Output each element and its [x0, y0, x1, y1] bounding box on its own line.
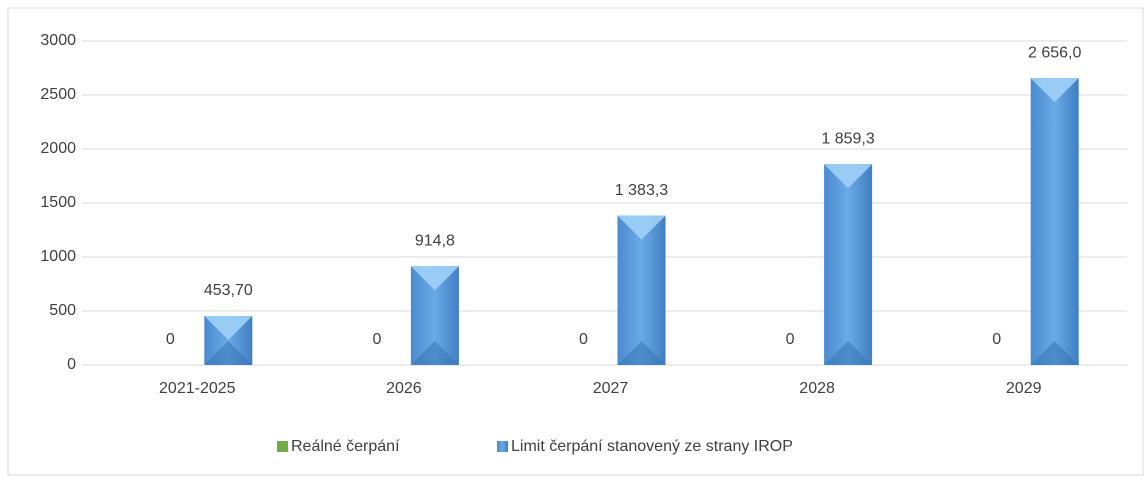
y-tick-label: 0	[67, 356, 76, 373]
data-label: 1 383,3	[615, 182, 668, 199]
bar-shade	[204, 341, 253, 365]
x-tick-label: 2026	[386, 380, 422, 397]
bar-shade	[617, 341, 666, 365]
x-tick-label: 2028	[799, 380, 835, 397]
data-label: 914,8	[415, 232, 455, 249]
x-tick-label: 2029	[1006, 380, 1042, 397]
data-label: 1 859,3	[821, 130, 874, 147]
bar-shade	[410, 341, 459, 365]
bar	[824, 164, 873, 365]
x-tick-label: 2021-2025	[159, 380, 236, 397]
data-label: 2 656,0	[1028, 44, 1081, 61]
x-tick-label: 2027	[593, 380, 629, 397]
y-tick-label: 3000	[40, 32, 76, 49]
data-label: 453,70	[204, 282, 253, 299]
y-tick-label: 1500	[40, 194, 76, 211]
bar-highlight	[824, 164, 873, 189]
bar-highlight	[1030, 78, 1079, 103]
y-tick-label: 2000	[40, 140, 76, 157]
data-label: 0	[372, 331, 381, 348]
bar-shade	[1030, 341, 1079, 365]
bar-highlight	[617, 215, 666, 240]
legend-swatch	[497, 441, 508, 452]
y-tick-label: 1000	[40, 248, 76, 265]
legend-label: Limit čerpání stanovený ze strany IROP	[511, 438, 793, 455]
bar-shade	[824, 341, 873, 365]
y-tick-label: 2500	[40, 86, 76, 103]
data-label: 0	[786, 331, 795, 348]
bar	[1030, 78, 1079, 365]
legend-label: Reálné čerpání	[291, 438, 400, 455]
bar	[617, 215, 666, 365]
data-label: 0	[992, 331, 1001, 348]
data-label: 0	[166, 331, 175, 348]
bar-highlight	[204, 316, 253, 341]
y-tick-label: 500	[49, 302, 76, 319]
chart-frame	[7, 7, 1144, 476]
bar-highlight	[410, 266, 459, 291]
data-label: 0	[579, 331, 588, 348]
legend-swatch	[277, 441, 288, 452]
